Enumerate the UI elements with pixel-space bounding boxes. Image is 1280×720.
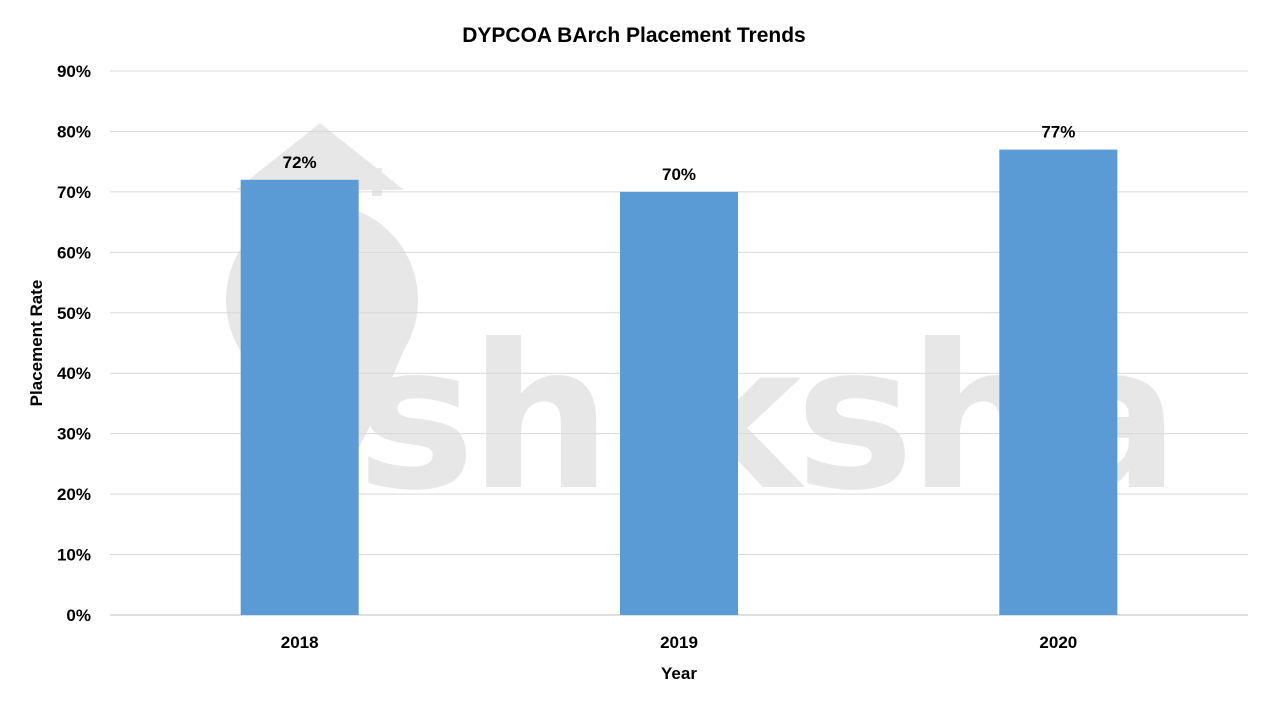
x-tick-label: 2019: [660, 633, 698, 652]
chart-title: DYPCOA BArch Placement Trends: [462, 24, 806, 47]
data-label: 70%: [662, 165, 696, 184]
y-tick-label: 20%: [57, 485, 91, 504]
y-tick-label: 70%: [57, 183, 91, 202]
x-tick-label: 2018: [281, 633, 319, 652]
y-tick-label: 0%: [66, 606, 91, 625]
y-tick-label: 90%: [57, 62, 91, 81]
data-label: 72%: [283, 153, 317, 172]
y-axis-label: Placement Rate: [27, 280, 46, 407]
bar-2018: [240, 179, 359, 616]
y-tick-label: 30%: [57, 425, 91, 444]
y-tick-label: 60%: [57, 243, 91, 262]
y-tick-label: 80%: [57, 122, 91, 141]
bar-2019: [620, 191, 738, 615]
data-label: 77%: [1041, 123, 1075, 142]
y-tick-label: 40%: [57, 364, 91, 383]
bar-2020: [999, 149, 1118, 616]
x-tick-label: 2020: [1039, 633, 1077, 652]
x-axis-label: Year: [661, 664, 697, 683]
y-tick-label: 50%: [57, 304, 91, 323]
y-tick-label: 10%: [57, 546, 91, 565]
